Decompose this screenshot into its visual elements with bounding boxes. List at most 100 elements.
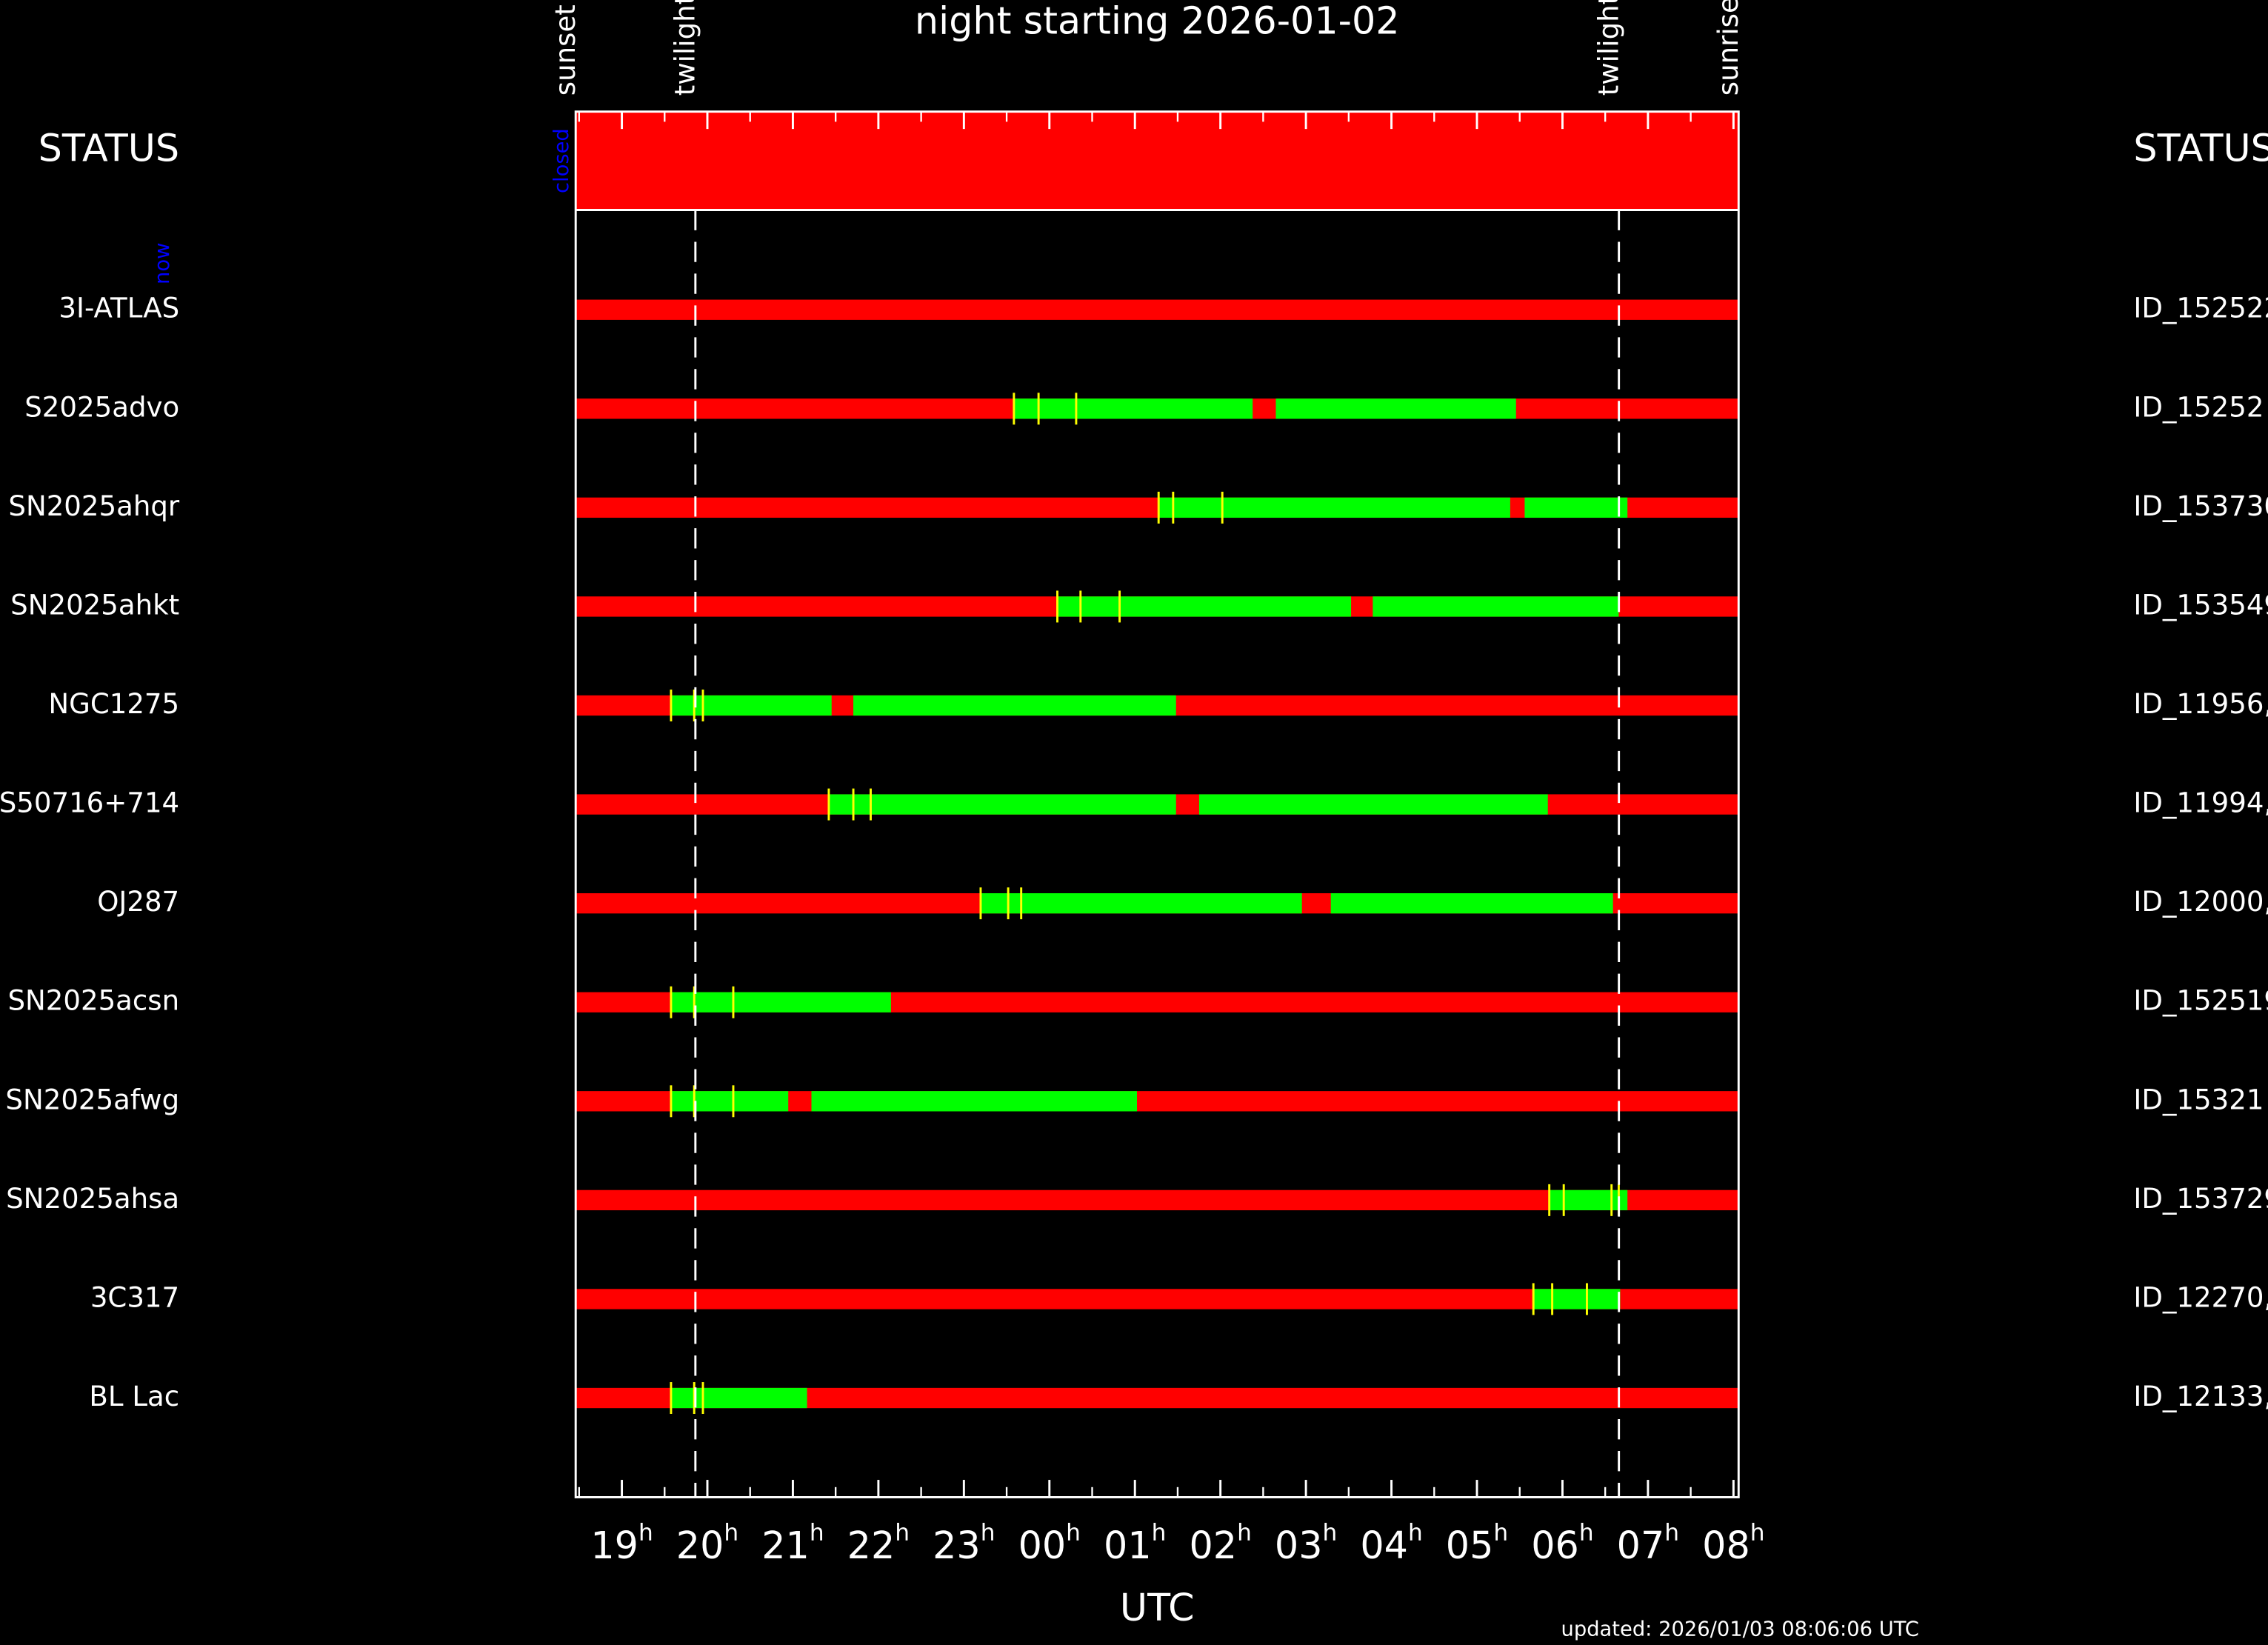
row-name: OJ287 [97, 886, 179, 918]
row-id: ID_11994, [2133, 787, 2268, 819]
observable-window [853, 695, 1176, 716]
x-tick-label: 23h [933, 1519, 995, 1567]
observable-window [670, 1387, 807, 1409]
status-label-right: STATUS [2133, 126, 2268, 170]
x-tick-label: 19h [590, 1519, 653, 1567]
now-label: now [151, 243, 174, 284]
x-tick-number: 04 [1360, 1524, 1408, 1567]
x-tick-unit: h [810, 1519, 824, 1546]
row-id: ID_15252 [2133, 391, 2264, 423]
observable-window [1013, 398, 1253, 419]
x-tick-unit: h [638, 1519, 653, 1546]
row-name: SN2025ahkt [10, 589, 179, 621]
row-track [576, 1189, 1739, 1211]
x-tick-label: 04h [1360, 1519, 1422, 1567]
x-tick-number: 02 [1189, 1524, 1237, 1567]
observable-window [811, 1091, 1137, 1112]
x-tick-number: 06 [1531, 1524, 1579, 1567]
observable-window [1057, 596, 1352, 617]
event-label: twilight [670, 0, 701, 96]
observable-window [670, 992, 891, 1012]
x-tick-unit: h [1066, 1519, 1081, 1546]
observable-window [1158, 497, 1510, 518]
event-label: sunset [550, 4, 581, 96]
observable-window [1533, 1289, 1621, 1309]
row-name: S2025advo [24, 391, 179, 423]
row-name: SN2025ahsa [6, 1183, 179, 1215]
observable-window [1373, 596, 1619, 617]
x-tick-unit: h [1493, 1519, 1508, 1546]
x-axis-label: UTC [1120, 1586, 1195, 1629]
x-tick-number: 05 [1446, 1524, 1494, 1567]
chart-title: night starting 2026-01-02 [915, 0, 1400, 43]
x-tick-label: 07h [1617, 1519, 1679, 1567]
x-tick-unit: h [1237, 1519, 1252, 1546]
x-tick-number: 23 [933, 1524, 981, 1567]
observable-window [1330, 892, 1613, 914]
row-name: BL Lac [89, 1381, 179, 1412]
updated-note: updated: 2026/01/03 08:06:06 UTC [1561, 1618, 1919, 1641]
row-id: ID_11956, [2133, 688, 2268, 720]
x-tick-label: 05h [1446, 1519, 1508, 1567]
event-label: twilight [1592, 0, 1624, 96]
observable-window [1549, 1189, 1628, 1211]
status-label: STATUS [39, 126, 179, 170]
event-label: sunrise [1712, 0, 1744, 96]
x-tick-unit: h [724, 1519, 738, 1546]
observable-window [670, 695, 832, 716]
row-id: ID_15321 [2133, 1084, 2264, 1115]
status-text: closed [550, 128, 573, 193]
row-id: ID_153729 [2133, 1183, 2268, 1215]
row-name: S50716+714 [0, 787, 179, 819]
x-tick-label: 02h [1189, 1519, 1251, 1567]
observable-window [980, 892, 1302, 914]
observable-window [670, 1091, 789, 1112]
row-name: SN2025afwg [5, 1084, 179, 1115]
row-id: ID_12270, [2133, 1281, 2268, 1313]
x-tick-label: 01h [1104, 1519, 1166, 1567]
x-tick-unit: h [1579, 1519, 1594, 1546]
row-id: ID_12133, [2133, 1381, 2268, 1412]
row-id: ID_153549 [2133, 589, 2268, 621]
x-tick-number: 08 [1702, 1524, 1750, 1567]
x-tick-label: 06h [1531, 1519, 1593, 1567]
x-tick-number: 03 [1275, 1524, 1323, 1567]
row-id: ID_152519 [2133, 985, 2268, 1017]
x-tick-number: 01 [1104, 1524, 1152, 1567]
row-name: SN2025acsn [7, 985, 179, 1017]
status-band [576, 111, 1739, 210]
row-name: SN2025ahqr [8, 490, 179, 522]
x-tick-number: 20 [676, 1524, 724, 1567]
row-id: ID_12000, [2133, 886, 2268, 918]
x-tick-unit: h [1408, 1519, 1423, 1546]
row-name: 3C317 [90, 1281, 179, 1313]
row-id: ID_152522 [2133, 293, 2268, 324]
row-name: NGC1275 [48, 688, 179, 720]
x-tick-label: 20h [676, 1519, 738, 1567]
observable-window [1198, 794, 1548, 815]
x-tick-number: 07 [1617, 1524, 1665, 1567]
x-tick-unit: h [895, 1519, 910, 1546]
x-tick-label: 00h [1018, 1519, 1081, 1567]
x-tick-unit: h [1152, 1519, 1167, 1546]
observable-window [828, 794, 1176, 815]
row-id: ID_153730 [2133, 490, 2268, 522]
x-tick-number: 00 [1018, 1524, 1067, 1567]
x-tick-label: 03h [1275, 1519, 1337, 1567]
x-tick-label: 21h [761, 1519, 824, 1567]
x-tick-number: 19 [590, 1524, 638, 1567]
x-tick-unit: h [1750, 1519, 1765, 1546]
row-track [576, 299, 1739, 320]
x-tick-number: 22 [847, 1524, 895, 1567]
x-tick-unit: h [981, 1519, 995, 1546]
observable-window [1524, 497, 1628, 518]
row-name: 3I-ATLAS [59, 293, 179, 324]
x-tick-unit: h [1323, 1519, 1338, 1546]
x-tick-unit: h [1664, 1519, 1679, 1546]
plot-frame [574, 110, 1740, 1498]
x-tick-label: 22h [847, 1519, 910, 1567]
x-tick-label: 08h [1702, 1519, 1764, 1567]
